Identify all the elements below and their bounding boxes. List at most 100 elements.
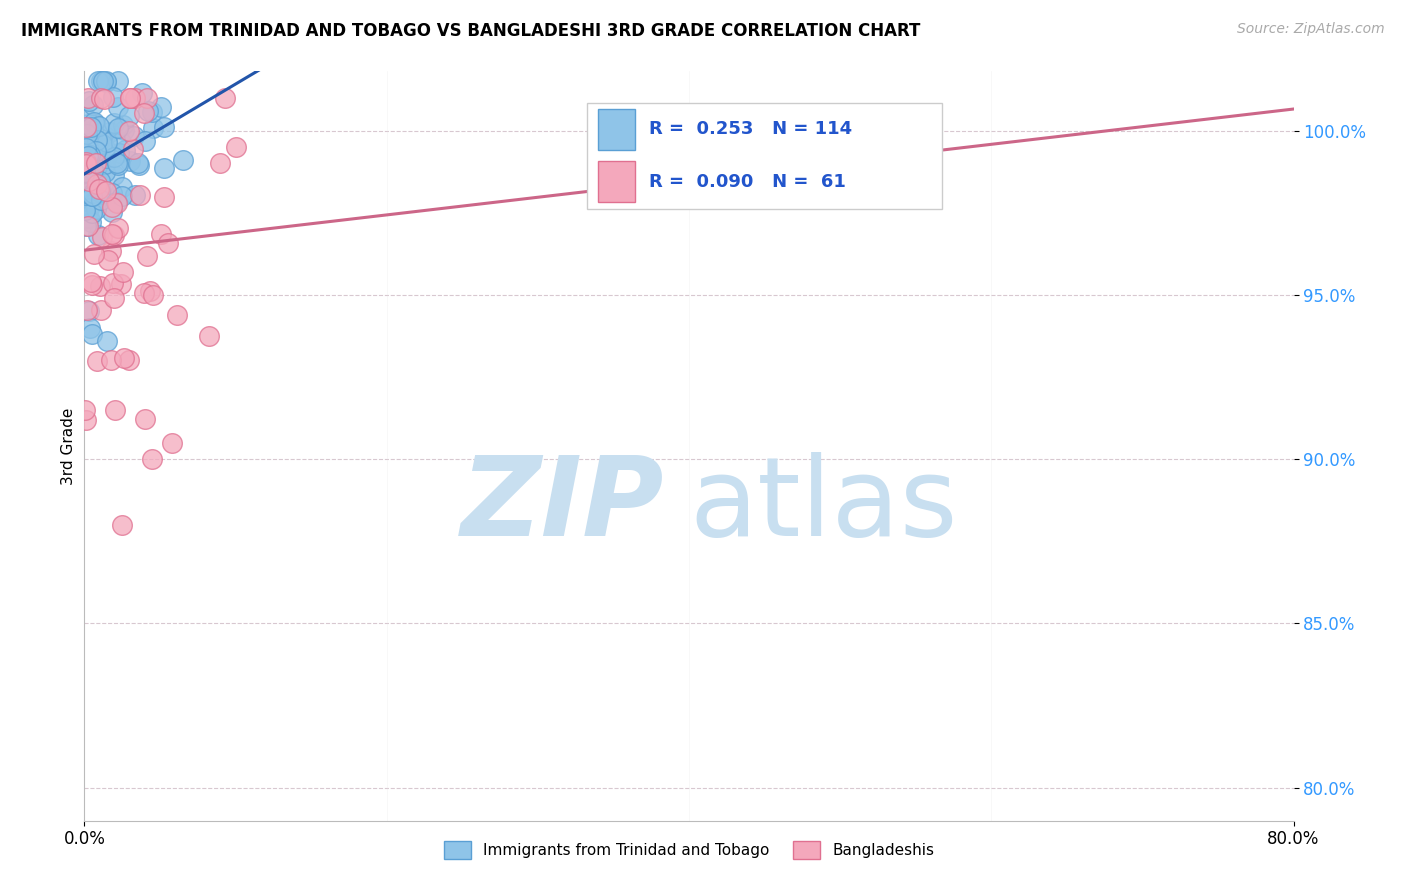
- Point: [82, 137, 104, 152]
- Point: [111, 189, 134, 203]
- FancyBboxPatch shape: [588, 103, 942, 210]
- Point: [100, 125, 122, 139]
- Point: [76, 139, 98, 153]
- Point: [77, 94, 100, 108]
- Point: [84, 117, 107, 131]
- Point: [79, 147, 101, 161]
- Point: [75, 413, 97, 427]
- Point: [107, 74, 129, 88]
- Point: [79, 320, 101, 334]
- Point: [156, 235, 179, 250]
- Point: [76, 128, 98, 142]
- Point: [103, 168, 125, 182]
- Point: [83, 115, 105, 129]
- Point: [75, 157, 97, 171]
- Point: [76, 303, 98, 318]
- Text: IMMIGRANTS FROM TRINIDAD AND TOBAGO VS BANGLADESHI 3RD GRADE CORRELATION CHART: IMMIGRANTS FROM TRINIDAD AND TOBAGO VS B…: [21, 22, 921, 40]
- Point: [76, 211, 98, 225]
- Point: [149, 100, 172, 114]
- Point: [122, 143, 145, 157]
- Point: [112, 122, 135, 136]
- Point: [77, 90, 100, 104]
- Point: [87, 119, 110, 133]
- Point: [77, 304, 100, 318]
- Point: [100, 244, 122, 258]
- Point: [152, 161, 174, 176]
- Point: [77, 149, 100, 163]
- Point: [93, 157, 115, 171]
- Point: [91, 186, 114, 201]
- Point: [166, 308, 188, 322]
- Point: [82, 167, 104, 181]
- Text: R =  0.090   N =  61: R = 0.090 N = 61: [650, 173, 846, 191]
- Point: [110, 135, 132, 149]
- Point: [82, 98, 104, 112]
- Point: [86, 144, 108, 158]
- Point: [91, 136, 114, 151]
- Y-axis label: 3rd Grade: 3rd Grade: [60, 408, 76, 484]
- Point: [84, 155, 107, 169]
- Point: [77, 201, 100, 215]
- Point: [118, 154, 141, 169]
- Point: [73, 203, 96, 218]
- Point: [101, 205, 124, 219]
- Point: [107, 221, 129, 235]
- Point: [90, 74, 112, 88]
- Point: [90, 132, 112, 146]
- Point: [77, 117, 100, 131]
- Point: [75, 152, 97, 166]
- Point: [86, 74, 108, 88]
- Point: [83, 247, 105, 261]
- Point: [101, 201, 124, 215]
- Point: [75, 144, 97, 158]
- Point: [97, 253, 120, 268]
- Point: [101, 186, 124, 200]
- Point: [91, 74, 114, 88]
- Point: [82, 188, 104, 202]
- Point: [134, 286, 156, 301]
- Point: [86, 354, 108, 368]
- Point: [94, 165, 117, 179]
- Point: [90, 90, 112, 104]
- Point: [83, 141, 105, 155]
- Point: [96, 74, 118, 88]
- Point: [80, 215, 103, 229]
- Point: [141, 452, 163, 467]
- Point: [80, 277, 103, 292]
- Point: [107, 100, 129, 114]
- Point: [75, 145, 97, 159]
- Point: [75, 188, 97, 202]
- Point: [134, 135, 156, 149]
- Point: [79, 174, 101, 188]
- Point: [110, 277, 132, 291]
- Point: [118, 352, 141, 367]
- Point: [141, 104, 163, 119]
- Point: [152, 190, 174, 204]
- Point: [225, 140, 247, 154]
- Point: [96, 184, 118, 198]
- Point: [86, 159, 108, 173]
- Point: [80, 327, 103, 342]
- Point: [124, 90, 146, 104]
- Point: [127, 156, 149, 170]
- Point: [94, 129, 117, 144]
- Point: [75, 154, 97, 169]
- Point: [136, 250, 159, 264]
- Point: [98, 145, 121, 160]
- Point: [80, 275, 103, 289]
- Point: [96, 136, 118, 150]
- Point: [82, 122, 104, 136]
- Point: [149, 227, 172, 241]
- Point: [111, 264, 134, 278]
- Point: [86, 177, 108, 191]
- Point: [136, 103, 159, 118]
- Point: [79, 164, 101, 178]
- Point: [101, 227, 124, 241]
- Point: [89, 185, 111, 199]
- Point: [128, 159, 150, 173]
- Point: [90, 193, 112, 207]
- Point: [80, 120, 103, 135]
- Point: [105, 156, 128, 170]
- Point: [112, 351, 135, 366]
- Point: [107, 120, 129, 135]
